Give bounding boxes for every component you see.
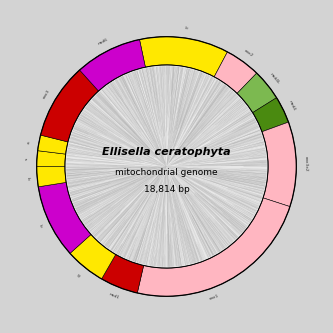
Text: cox3x2: cox3x2 — [304, 156, 308, 172]
Wedge shape — [70, 234, 116, 279]
Wedge shape — [137, 198, 290, 296]
Circle shape — [65, 65, 268, 268]
Wedge shape — [80, 40, 146, 91]
Wedge shape — [96, 54, 116, 81]
Text: b: b — [25, 177, 29, 180]
Wedge shape — [41, 70, 99, 142]
Text: nad6: nad6 — [97, 38, 109, 46]
Text: Ellisella ceratophyta: Ellisella ceratophyta — [102, 148, 231, 158]
Wedge shape — [262, 122, 296, 206]
Text: s: s — [25, 158, 29, 161]
Text: cox3: cox3 — [42, 89, 51, 100]
Text: nad1: nad1 — [108, 292, 120, 300]
Text: cox1: cox1 — [209, 294, 220, 301]
Text: cox2: cox2 — [243, 49, 254, 58]
Text: nad4L: nad4L — [269, 72, 281, 85]
Wedge shape — [102, 254, 144, 293]
Wedge shape — [214, 52, 257, 94]
Text: nad4: nad4 — [288, 100, 296, 111]
Text: 18,814 bp: 18,814 bp — [144, 184, 189, 193]
Text: mitochondrial genome: mitochondrial genome — [115, 167, 218, 176]
Text: g: g — [76, 273, 81, 277]
Wedge shape — [38, 182, 91, 253]
Wedge shape — [37, 151, 66, 166]
Text: a: a — [27, 141, 31, 144]
Wedge shape — [37, 166, 66, 187]
Text: b: b — [184, 26, 187, 30]
Text: b: b — [38, 223, 42, 228]
Wedge shape — [237, 73, 277, 113]
Wedge shape — [253, 98, 288, 132]
Wedge shape — [140, 37, 227, 77]
Wedge shape — [38, 135, 68, 154]
